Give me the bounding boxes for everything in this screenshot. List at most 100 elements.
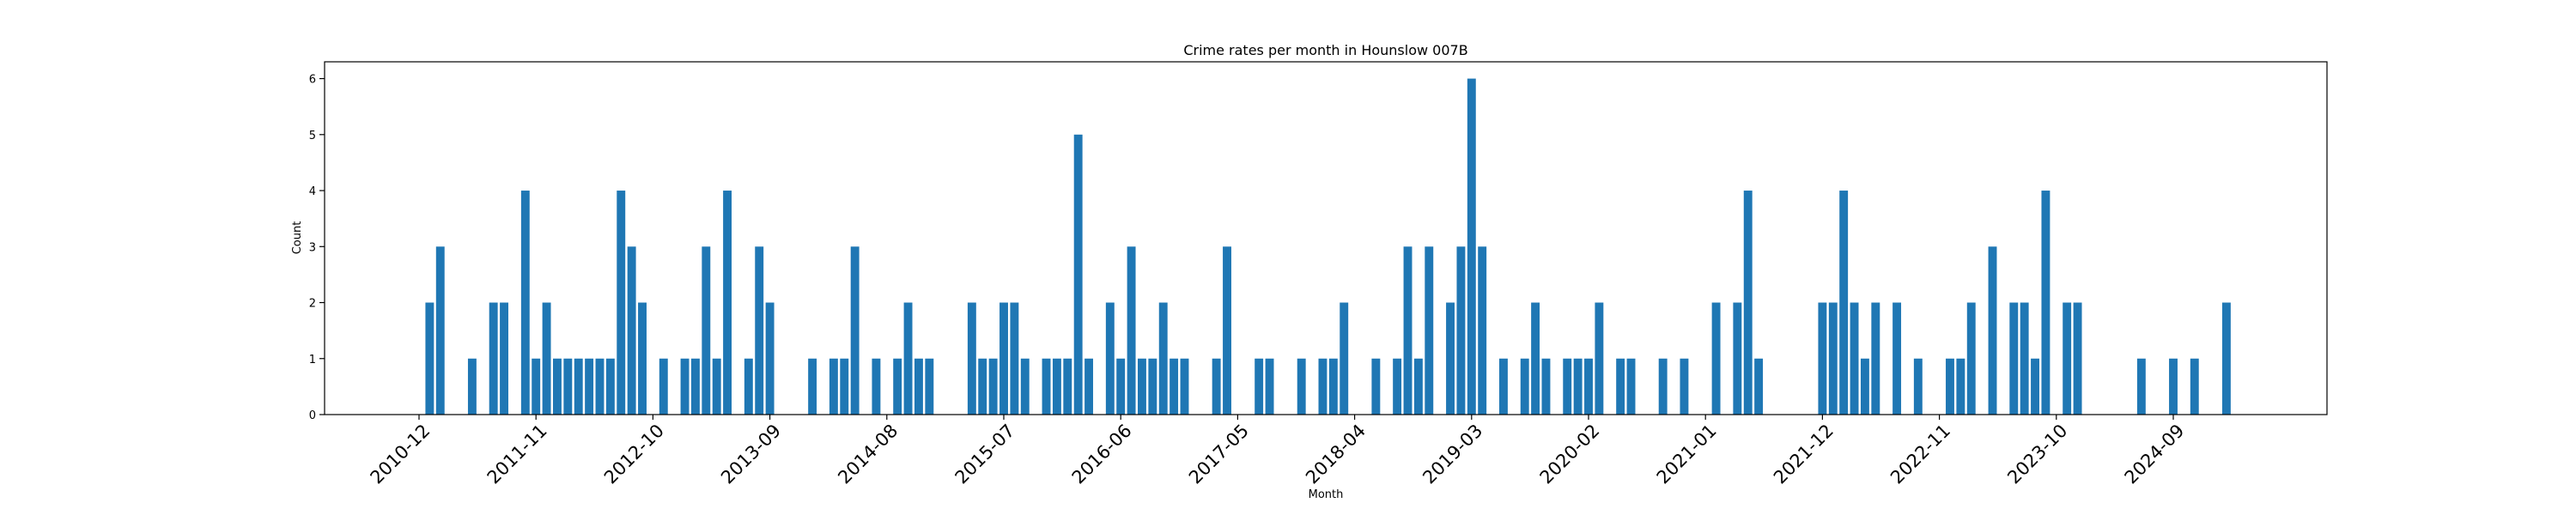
bar-2015-06 (988, 358, 998, 415)
bar-2025-02 (2221, 302, 2231, 415)
bar-2023-11 (2063, 302, 2072, 415)
bar-2018-08 (1393, 358, 1402, 415)
bar-2017-08 (1265, 358, 1274, 415)
plot-frame (324, 61, 2328, 415)
bar-2013-03 (702, 246, 711, 415)
bar-2011-01 (425, 302, 434, 415)
bar-2020-02 (1584, 358, 1593, 415)
bar-2016-02 (1073, 134, 1083, 415)
bar-2024-09 (2169, 358, 2178, 415)
bar-2011-10 (520, 191, 530, 415)
bar-2014-03 (829, 358, 838, 415)
bar-2020-03 (1595, 302, 1604, 415)
bar-2023-09 (2041, 191, 2050, 415)
bar-2016-09 (1148, 358, 1157, 415)
bar-2016-06 (1116, 358, 1126, 415)
y-tick-label: 3 (309, 241, 316, 254)
bar-2022-05 (1871, 302, 1880, 415)
bar-2018-03 (1340, 302, 1349, 415)
bar-2021-04 (1733, 302, 1742, 415)
bar-2020-01 (1573, 358, 1583, 415)
bar-2014-09 (893, 358, 902, 415)
bar-2012-11 (659, 358, 668, 415)
bar-2020-05 (1616, 358, 1625, 415)
y-tick-label: 2 (309, 298, 316, 311)
bar-2016-08 (1138, 358, 1146, 415)
bar-2012-03 (574, 358, 583, 415)
bar-2014-11 (914, 358, 923, 415)
bar-2023-04 (1988, 246, 1997, 415)
bar-2019-06 (1498, 358, 1508, 415)
chart-title: Crime rates per month in Hounslow 007B (1183, 42, 1467, 58)
bar-2013-04 (712, 358, 721, 415)
bar-2012-02 (563, 358, 573, 415)
bar-2016-11 (1170, 358, 1179, 415)
bar-2020-06 (1626, 358, 1636, 415)
bar-2024-11 (2190, 358, 2199, 415)
bar-2015-04 (967, 302, 976, 415)
bar-2018-01 (1318, 358, 1327, 415)
bar-2017-04 (1223, 246, 1231, 415)
bar-2012-04 (585, 358, 594, 415)
x-axis-label: Month (1309, 488, 1344, 501)
bar-2012-07 (617, 191, 626, 415)
bar-2023-02 (1966, 302, 1976, 415)
bar-2021-05 (1743, 191, 1753, 415)
bar-2011-02 (435, 246, 445, 415)
bar-2022-09 (1913, 358, 1923, 415)
bar-2014-01 (808, 358, 817, 415)
bar-2023-12 (2073, 302, 2082, 415)
bar-2012-06 (605, 358, 615, 415)
bar-2019-03 (1467, 78, 1476, 415)
bar-2017-03 (1212, 358, 1221, 415)
y-tick-label: 0 (309, 409, 316, 422)
bar-2013-09 (765, 302, 775, 415)
bar-2022-12 (1946, 358, 1954, 415)
bar-2018-10 (1413, 358, 1423, 415)
bar-2019-02 (1456, 246, 1466, 415)
bar-2015-07 (999, 302, 1008, 415)
bar-2019-09 (1531, 302, 1540, 415)
bar-2013-01 (680, 358, 690, 415)
bar-2013-07 (744, 358, 753, 415)
bar-2022-04 (1860, 358, 1869, 415)
bar-2022-01 (1828, 302, 1838, 415)
bar-2021-12 (1818, 302, 1827, 415)
y-tick-label: 5 (309, 130, 316, 142)
bar-2018-02 (1328, 358, 1338, 415)
bar-2012-08 (627, 246, 636, 415)
bar-2012-05 (595, 358, 605, 415)
bar-2011-12 (542, 302, 551, 415)
y-tick-label: 4 (309, 185, 316, 198)
bar-2011-07 (489, 302, 498, 415)
bar-2024-06 (2136, 358, 2146, 415)
bar-2020-09 (1658, 358, 1668, 415)
bar-2015-12 (1052, 358, 1061, 415)
bar-2020-11 (1680, 358, 1689, 415)
bar-2019-10 (1541, 358, 1551, 415)
bar-2012-01 (553, 358, 562, 415)
bar-2014-07 (872, 358, 881, 415)
y-tick-label: 6 (309, 74, 316, 87)
bar-2015-11 (1042, 358, 1051, 415)
bar-2013-05 (723, 191, 732, 415)
bar-2016-05 (1105, 302, 1115, 415)
bar-2023-07 (2020, 302, 2029, 415)
bar-2023-01 (1956, 358, 1965, 415)
bars-group (425, 78, 2231, 415)
y-axis-label: Count (291, 221, 304, 255)
bar-2023-08 (2031, 358, 2039, 415)
bar-2019-04 (1478, 246, 1487, 415)
bar-2022-02 (1839, 191, 1849, 415)
bar-2023-06 (2009, 302, 2019, 415)
bar-2012-09 (638, 302, 647, 415)
bar-2016-12 (1180, 358, 1189, 415)
bar-2014-04 (840, 358, 849, 415)
bar-2014-05 (850, 246, 860, 415)
bar-2014-10 (903, 302, 913, 415)
bar-2014-12 (925, 358, 934, 415)
bar-2016-01 (1063, 358, 1072, 415)
bar-2015-09 (1020, 358, 1030, 415)
bar-2021-06 (1754, 358, 1764, 415)
